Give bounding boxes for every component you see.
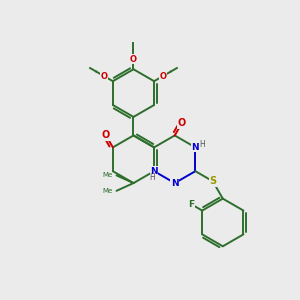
Text: O: O	[178, 118, 186, 128]
Text: O: O	[101, 72, 108, 81]
Text: O: O	[159, 72, 166, 81]
Text: H: H	[199, 140, 205, 149]
Text: F: F	[188, 200, 195, 209]
Text: O: O	[130, 55, 137, 64]
Text: Me: Me	[103, 172, 113, 178]
Text: O: O	[102, 130, 110, 140]
Text: Me: Me	[103, 188, 113, 194]
Text: S: S	[209, 176, 216, 186]
Text: N: N	[192, 143, 199, 152]
Text: N: N	[171, 178, 178, 188]
Text: H: H	[150, 173, 155, 182]
Text: N: N	[150, 167, 158, 176]
